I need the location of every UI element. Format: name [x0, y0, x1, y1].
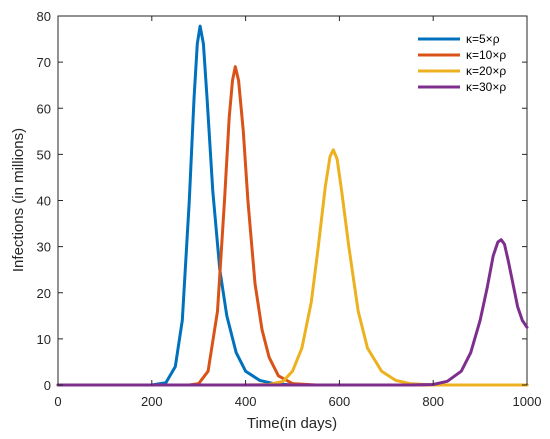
x-axis-label: Time(in days) — [247, 415, 337, 432]
series-line-1 — [56, 24, 529, 387]
y-tick-label: 0 — [44, 378, 51, 393]
y-tick-label: 20 — [37, 286, 51, 301]
legend-label-1: κ=5×ρ — [466, 32, 500, 46]
x-tick-label: 400 — [235, 394, 257, 409]
axes: 0 200 400 600 800 1000 0 10 20 30 40 50 60 70 80 — [37, 9, 542, 409]
y-tick-label: 10 — [37, 332, 51, 347]
legend-label-4: κ=30×ρ — [466, 80, 506, 94]
legend: κ=5×ρ κ=10×ρ κ=20×ρ κ=30×ρ — [402, 28, 520, 100]
legend-label-3: κ=20×ρ — [466, 64, 506, 78]
x-tick-label: 600 — [329, 394, 351, 409]
y-tick-label: 30 — [37, 240, 51, 255]
x-tick-label: 0 — [54, 394, 61, 409]
x-tick-label: 800 — [422, 394, 444, 409]
x-tick-label: 200 — [141, 394, 163, 409]
y-tick-label: 70 — [37, 55, 51, 70]
y-tick-label: 60 — [37, 101, 51, 116]
series-layer — [56, 24, 529, 387]
legend-label-2: κ=10×ρ — [466, 48, 506, 62]
series-line-2 — [56, 65, 529, 387]
y-axis-label: Infections (in millions) — [10, 128, 27, 272]
series-line-3 — [56, 148, 529, 387]
y-tick-label: 50 — [37, 147, 51, 162]
x-tick-label: 1000 — [513, 394, 542, 409]
y-tick-label: 80 — [37, 9, 51, 24]
series-line-4 — [56, 238, 529, 387]
y-tick-label: 40 — [37, 194, 51, 209]
